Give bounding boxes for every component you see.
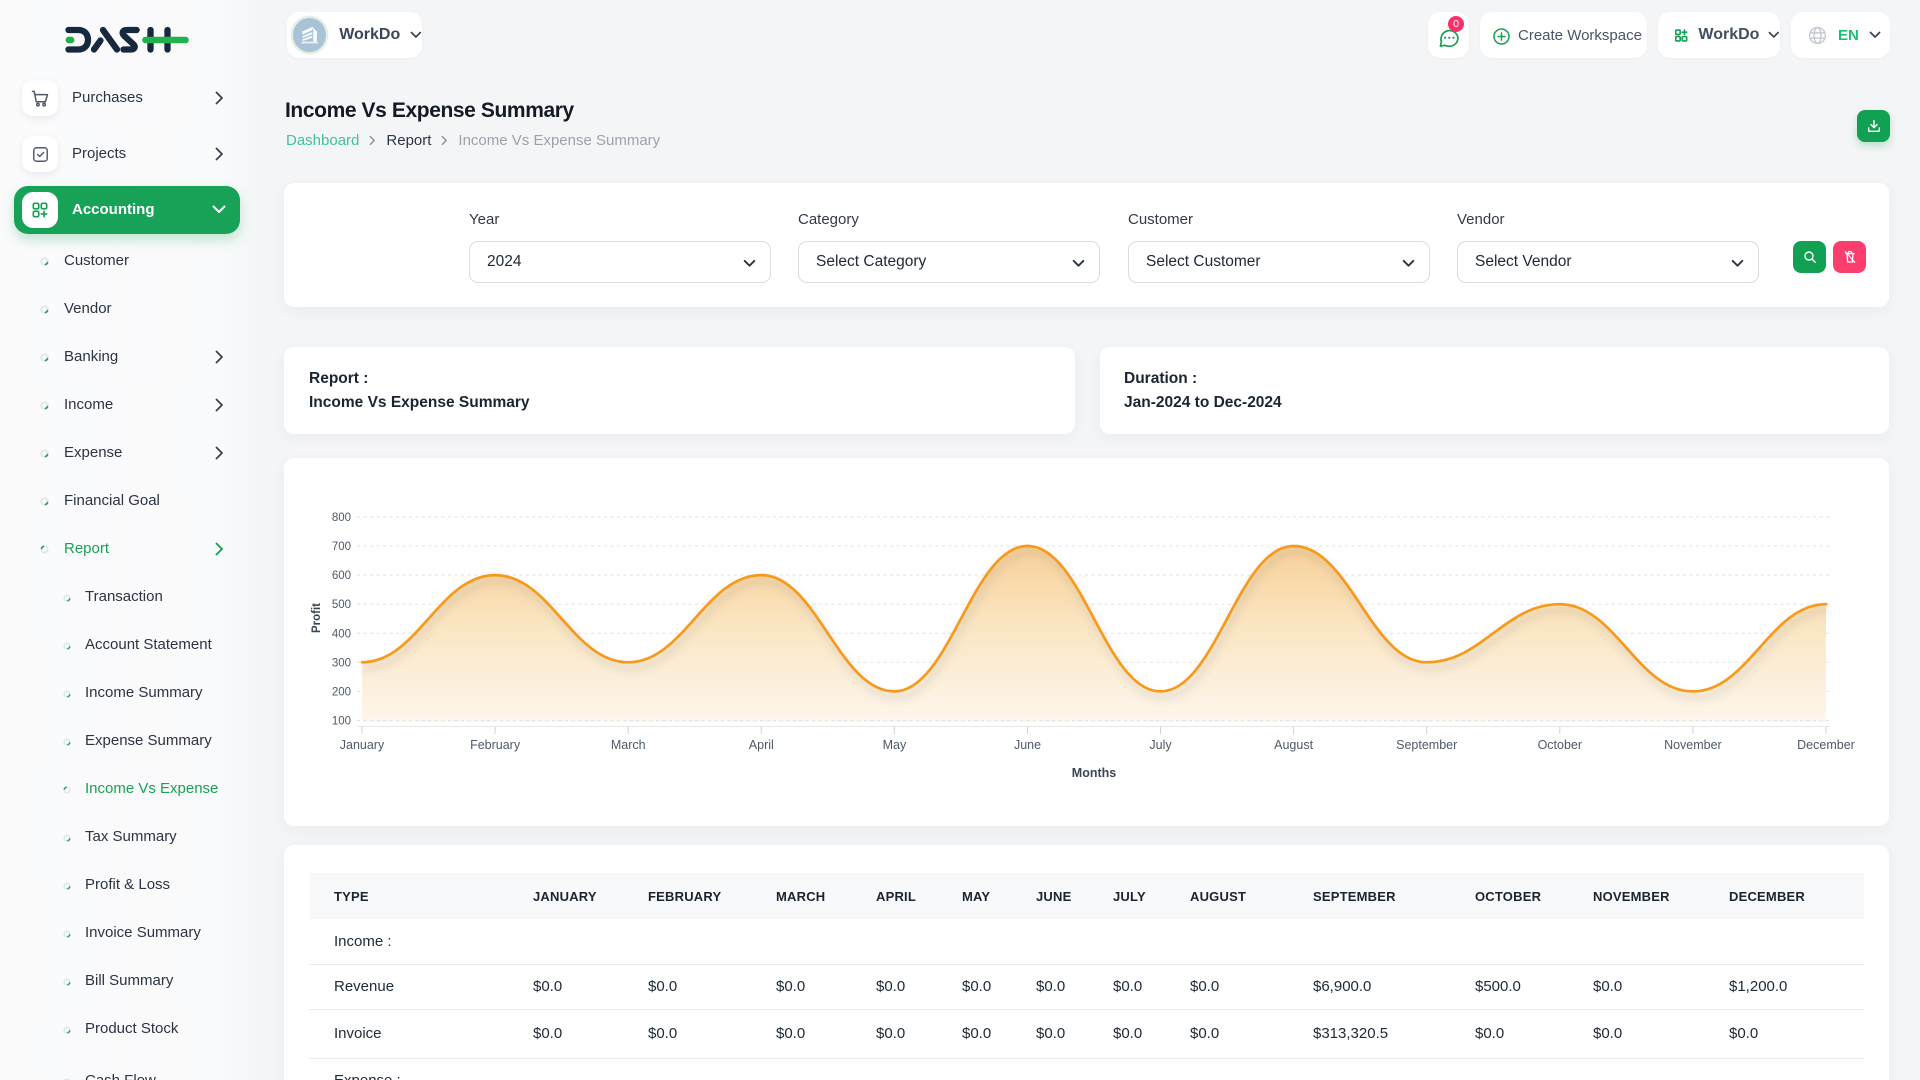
- svg-text:March: March: [611, 738, 646, 752]
- svg-text:800: 800: [332, 512, 351, 524]
- svg-text:December: December: [1797, 738, 1855, 752]
- svg-text:Profit: Profit: [311, 603, 323, 633]
- svg-text:500: 500: [332, 599, 351, 611]
- svg-text:August: August: [1274, 738, 1313, 752]
- svg-text:February: February: [470, 738, 521, 752]
- svg-text:200: 200: [332, 686, 351, 698]
- svg-text:April: April: [749, 738, 774, 752]
- svg-text:700: 700: [332, 541, 351, 553]
- svg-text:600: 600: [332, 570, 351, 582]
- svg-text:June: June: [1014, 738, 1041, 752]
- svg-text:September: September: [1396, 738, 1457, 752]
- svg-text:400: 400: [332, 628, 351, 640]
- svg-text:300: 300: [332, 657, 351, 669]
- svg-text:January: January: [340, 738, 385, 752]
- svg-text:100: 100: [332, 716, 351, 728]
- svg-text:July: July: [1149, 738, 1172, 752]
- svg-text:October: October: [1538, 738, 1582, 752]
- svg-text:November: November: [1664, 738, 1722, 752]
- svg-text:May: May: [883, 738, 907, 752]
- svg-text:Months: Months: [1072, 766, 1116, 780]
